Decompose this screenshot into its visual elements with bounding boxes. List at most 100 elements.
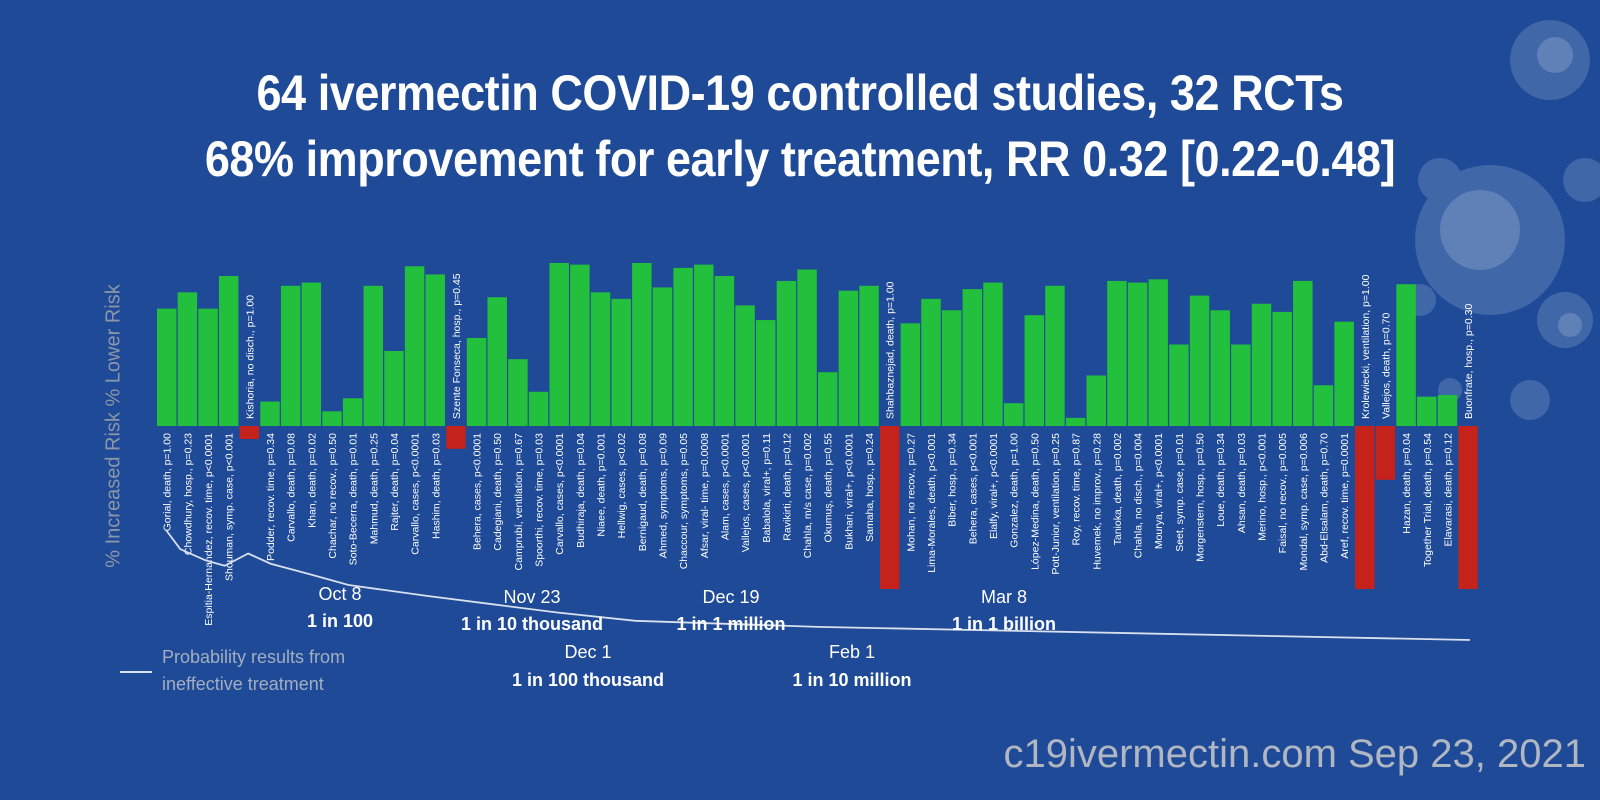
virus-background-illustration (1404, 20, 1600, 420)
bar-4 (239, 426, 260, 440)
bar-5 (260, 401, 280, 426)
bar-label-16: Cadegiani, death, p=0.50 (492, 433, 504, 551)
bar-label-60: Hazan, death, p=0.04 (1401, 433, 1413, 534)
bar-9 (342, 398, 363, 426)
bar-48 (1148, 279, 1168, 426)
bar-59 (1375, 426, 1396, 480)
bar-label-3: Shouman, symp. case, p<0.001 (224, 433, 236, 581)
bar-55 (1293, 280, 1313, 426)
bar-label-53: Merino, hosp., p<0.001 (1257, 433, 1269, 541)
bar-33 (838, 290, 859, 426)
milestone-odds: 1 in 1 billion (951, 614, 1057, 634)
bar-label-6: Carvallo, death, p=0.08 (286, 433, 298, 542)
bar-38 (941, 310, 962, 426)
bar-label-5: Podder, recov. time, p=0.34 (265, 433, 277, 561)
legend-line-swatch (120, 671, 152, 673)
bar-label-34: Samaha, hosp., p=0.24 (864, 433, 876, 542)
bar-label-51: Loue, death, p=0.34 (1215, 433, 1227, 527)
bar-label-47: Chahla, no disch., p=0.004 (1133, 433, 1145, 558)
bar-41 (1003, 403, 1024, 426)
bar-label-49: Seet, symp. case, p=0.01 (1174, 433, 1186, 552)
bar-label-44: Roy, recov. time, p=0.87 (1071, 433, 1083, 546)
bar-label-40: Elalfy, viral+, p<0.0001 (988, 433, 1000, 539)
bar-50 (1189, 295, 1210, 426)
bar-43 (1045, 285, 1065, 426)
bar-10 (363, 285, 384, 426)
bar-27 (714, 276, 735, 426)
chart-title-line-2: 68% improvement for early treatment, RR … (204, 131, 1396, 187)
bar-label-23: Bernigaud, death, p=0.08 (637, 433, 649, 551)
bar-42 (1024, 315, 1045, 426)
bar-36 (900, 323, 921, 426)
probability-line (165, 529, 1471, 641)
bar-51 (1210, 310, 1230, 426)
bar-label-54: Faisal, no recov., p=0.005 (1277, 433, 1289, 553)
bar-35 (879, 426, 900, 589)
bar-56 (1313, 385, 1334, 426)
milestone-odds: 1 in 100 thousand (511, 670, 665, 690)
bar-label-62: Elavarasi, death, p=0.12 (1442, 433, 1454, 547)
bar-49 (1169, 344, 1189, 426)
bar-label-15: Behera, cases, p<0.0001 (472, 433, 484, 550)
milestone-odds: 1 in 1 million (676, 614, 786, 634)
bar-label-24: Ahmed, symptoms, p=0.09 (657, 433, 669, 558)
bar-label-35: Shahbaznejad, death, p=1.00 (885, 281, 897, 419)
bar-47 (1127, 282, 1148, 426)
bar-label-14: Szente Fonseca, hosp., p=0.45 (451, 273, 463, 419)
bar-label-18: Spoorthi, recov. time, p=0.03 (534, 433, 546, 567)
bar-46 (1107, 280, 1127, 426)
bar-2 (198, 308, 218, 426)
bar-label-19: Carvallo, cases, p<0.0001 (554, 433, 566, 555)
bar-label-0: Gorial, death, p=1.00 (162, 433, 174, 532)
milestone-odds: 1 in 10 thousand (460, 614, 604, 634)
bar-21 (590, 292, 611, 426)
bar-8 (322, 411, 342, 426)
bar-label-36: Mohan, no recov., p=0.27 (905, 433, 917, 552)
bar-label-25: Chaccour, symptoms, p=0.05 (678, 433, 690, 569)
bar-label-61: Together Trial, death, p=0.54 (1422, 433, 1434, 567)
bar-label-31: Chahla, m/s case, p=0.002 (802, 433, 814, 558)
bar-17 (508, 359, 528, 426)
bar-61 (1417, 396, 1437, 426)
bar-label-55: Mondal, symp. case, p=0.006 (1298, 433, 1310, 571)
bar-label-30: Ravikirti, death, p=0.12 (781, 433, 793, 541)
bar-12 (404, 266, 425, 426)
bar-45 (1086, 375, 1106, 426)
bar-label-58: Krolewiecki, ventilation, p=1.00 (1360, 274, 1372, 419)
bar-label-33: Bukhari, viral+, p<0.0001 (843, 433, 855, 550)
bar-label-20: Budhiraja, death, p=0.04 (575, 433, 587, 548)
chart-title-line-1: 64 ivermectin COVID-19 controlled studie… (256, 65, 1344, 121)
bar-20 (570, 264, 590, 426)
bar-label-10: Mahmud, death, p=0.25 (368, 433, 380, 544)
bar-57 (1334, 321, 1354, 426)
bar-26 (694, 264, 714, 426)
bar-24 (652, 287, 673, 426)
bar-label-56: Abd-Elsalam, death, p=0.70 (1318, 433, 1330, 563)
milestone-odds: 1 in 10 million (792, 670, 912, 690)
bar-label-13: Hashim, death, p=0.03 (430, 433, 442, 539)
bar-60 (1396, 284, 1416, 426)
bar-label-11: Rajter, death, p=0.04 (389, 433, 401, 531)
bar-label-52: Ahsan, death, p=0.03 (1236, 433, 1248, 533)
bar-1 (177, 292, 198, 426)
bar-29 (756, 320, 776, 426)
bar-label-45: Huvemek, no improv., p=0.28 (1091, 433, 1103, 570)
bar-7 (301, 282, 322, 426)
bar-63 (1458, 426, 1478, 589)
bar-25 (673, 267, 693, 426)
bar-label-8: Chachar, no recov., p=0.50 (327, 433, 339, 559)
bar-label-39: Behera, cases, p<0.001 (967, 433, 979, 544)
bar-11 (384, 351, 404, 426)
bar-23 (632, 263, 652, 426)
bar-22 (611, 298, 631, 426)
legend-label: Probability results from ineffective tre… (162, 647, 346, 694)
bar-53 (1251, 303, 1272, 426)
bar-label-12: Carvallo, cases, p<0.0001 (410, 433, 422, 555)
bar-label-17: Camprubí, ventilation, p=0.67 (513, 433, 525, 571)
bar-31 (797, 269, 817, 426)
source-footer: c19ivermectin.com Sep 23, 2021 (1003, 732, 1586, 776)
bar-label-41: Gonzalez, death, p=1.00 (1009, 433, 1021, 548)
bar-label-27: Alam, cases, p<0.0001 (719, 433, 731, 540)
bar-label-46: Tanioka, death, p=0.002 (1112, 433, 1124, 546)
